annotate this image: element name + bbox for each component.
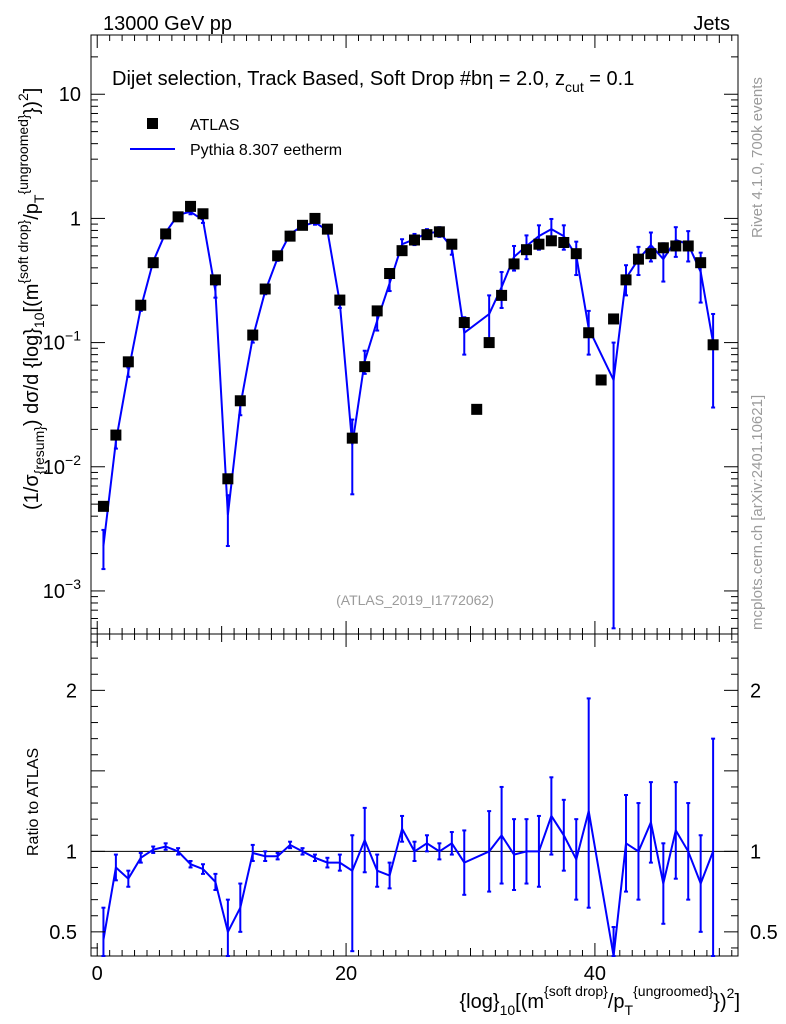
atlas-data-point: [371, 305, 383, 317]
atlas-data-point: [520, 244, 532, 256]
atlas-data-point: [222, 473, 234, 485]
atlas-data-point: [496, 289, 508, 301]
atlas-data-point: [97, 500, 109, 512]
x-tick-label: 40: [584, 963, 606, 985]
main-plot-frame: [90, 34, 739, 635]
atlas-data-point: [583, 327, 595, 339]
atlas-data-point: [483, 337, 495, 349]
atlas-data-point: [160, 228, 172, 240]
main-y-tick-label: 1: [70, 208, 81, 230]
atlas-data-point: [657, 242, 669, 254]
pythia-line: [102, 210, 715, 547]
ratio-y-axis-label: Ratio to ATLAS: [25, 748, 42, 856]
energy-label: 13000 GeV pp: [103, 13, 232, 35]
main-y-axis-label: (1/σ{resum}) dσ/d {log}10[(m{soft drop}/…: [15, 88, 47, 510]
atlas-data-point: [110, 429, 122, 441]
atlas-data-point: [396, 245, 408, 257]
atlas-data-point: [533, 238, 545, 250]
main-y-tick-label: 10−3: [43, 576, 81, 603]
atlas-data-point: [135, 299, 147, 311]
atlas-data-point: [446, 238, 458, 250]
atlas-data-point: [197, 208, 209, 220]
legend-atlas-marker: [147, 118, 158, 129]
atlas-data-point: [147, 257, 159, 269]
ratio-line: [102, 810, 715, 957]
atlas-data-point: [259, 283, 271, 295]
ratio-y-tick-label-right: 1: [750, 841, 761, 863]
atlas-data-point: [409, 234, 420, 246]
rivet-version-label: Rivet 4.1.0, 700k events: [749, 77, 766, 238]
atlas-data-point: [433, 226, 445, 238]
ratio-y-tick-label: 0.5: [49, 922, 77, 944]
atlas-data-point: [384, 268, 396, 280]
atlas-data-point: [284, 230, 296, 242]
atlas-data-point: [321, 223, 333, 235]
atlas-data-point: [645, 248, 657, 260]
ratio-y-tick-label-right: 0.5: [750, 922, 778, 944]
atlas-data-point: [272, 250, 284, 262]
atlas-data-point: [608, 313, 620, 325]
atlas-data-point: [309, 212, 321, 224]
atlas-data-point: [421, 229, 433, 241]
atlas-data-point: [570, 248, 582, 260]
main-y-tick-label: 10−1: [43, 328, 81, 355]
atlas-data-point: [209, 274, 221, 286]
axes-ticks: 0 20 40 10 1 10−1 10−2 10−3 0.5 0.5 1 1 2 2: [43, 34, 778, 985]
atlas-data-point: [471, 403, 483, 415]
analysis-watermark: (ATLAS_2019_I1772062): [336, 592, 494, 608]
atlas-data-point: [508, 258, 520, 270]
atlas-data-point: [670, 240, 682, 252]
atlas-data-point: [346, 432, 358, 444]
legend-pythia-label: Pythia 8.307 eetherm: [190, 142, 342, 159]
main-y-tick-label: 10: [59, 84, 81, 106]
ratio-plot-frame: [90, 633, 739, 957]
ratio-y-tick-label: 2: [66, 680, 77, 702]
atlas-data-point: [632, 253, 644, 265]
atlas-data-point: [172, 211, 184, 223]
atlas-data-point: [545, 235, 557, 247]
category-label: Jets: [693, 13, 730, 35]
atlas-data-point: [558, 236, 570, 248]
legend: ATLAS Pythia 8.307 eetherm: [130, 117, 342, 159]
ratio-y-tick-label-right: 2: [750, 680, 761, 702]
x-tick-label: 20: [335, 963, 357, 985]
atlas-data-point: [707, 339, 719, 351]
atlas-data-point: [458, 317, 470, 329]
ratio-y-tick-label: 1: [66, 841, 77, 863]
ratio-plot-area: [91, 697, 738, 957]
x-tick-label: 0: [92, 963, 103, 985]
atlas-data-point: [682, 240, 694, 252]
atlas-data-point: [247, 329, 259, 341]
atlas-data-point: [620, 274, 632, 286]
x-axis-label: {log}10[(m{soft drop}/pT{ungroomed}})2]: [460, 983, 741, 1018]
mcplots-label: mcplots.cern.ch [arXiv:2401.10621]: [749, 395, 766, 630]
main-chart-title: Dijet selection, Track Based, Soft Drop …: [112, 68, 634, 95]
atlas-data-point: [695, 257, 707, 269]
main-plot-area: [97, 200, 719, 630]
atlas-data-point: [122, 356, 134, 368]
atlas-data-point: [595, 374, 607, 386]
atlas-data-point: [297, 219, 309, 231]
atlas-data-point: [334, 294, 346, 306]
main-y-tick-label: 10−2: [43, 452, 81, 479]
legend-atlas-label: ATLAS: [190, 117, 240, 134]
atlas-data-point: [234, 395, 246, 407]
atlas-data-point: [185, 200, 197, 212]
atlas-data-point: [359, 361, 371, 373]
